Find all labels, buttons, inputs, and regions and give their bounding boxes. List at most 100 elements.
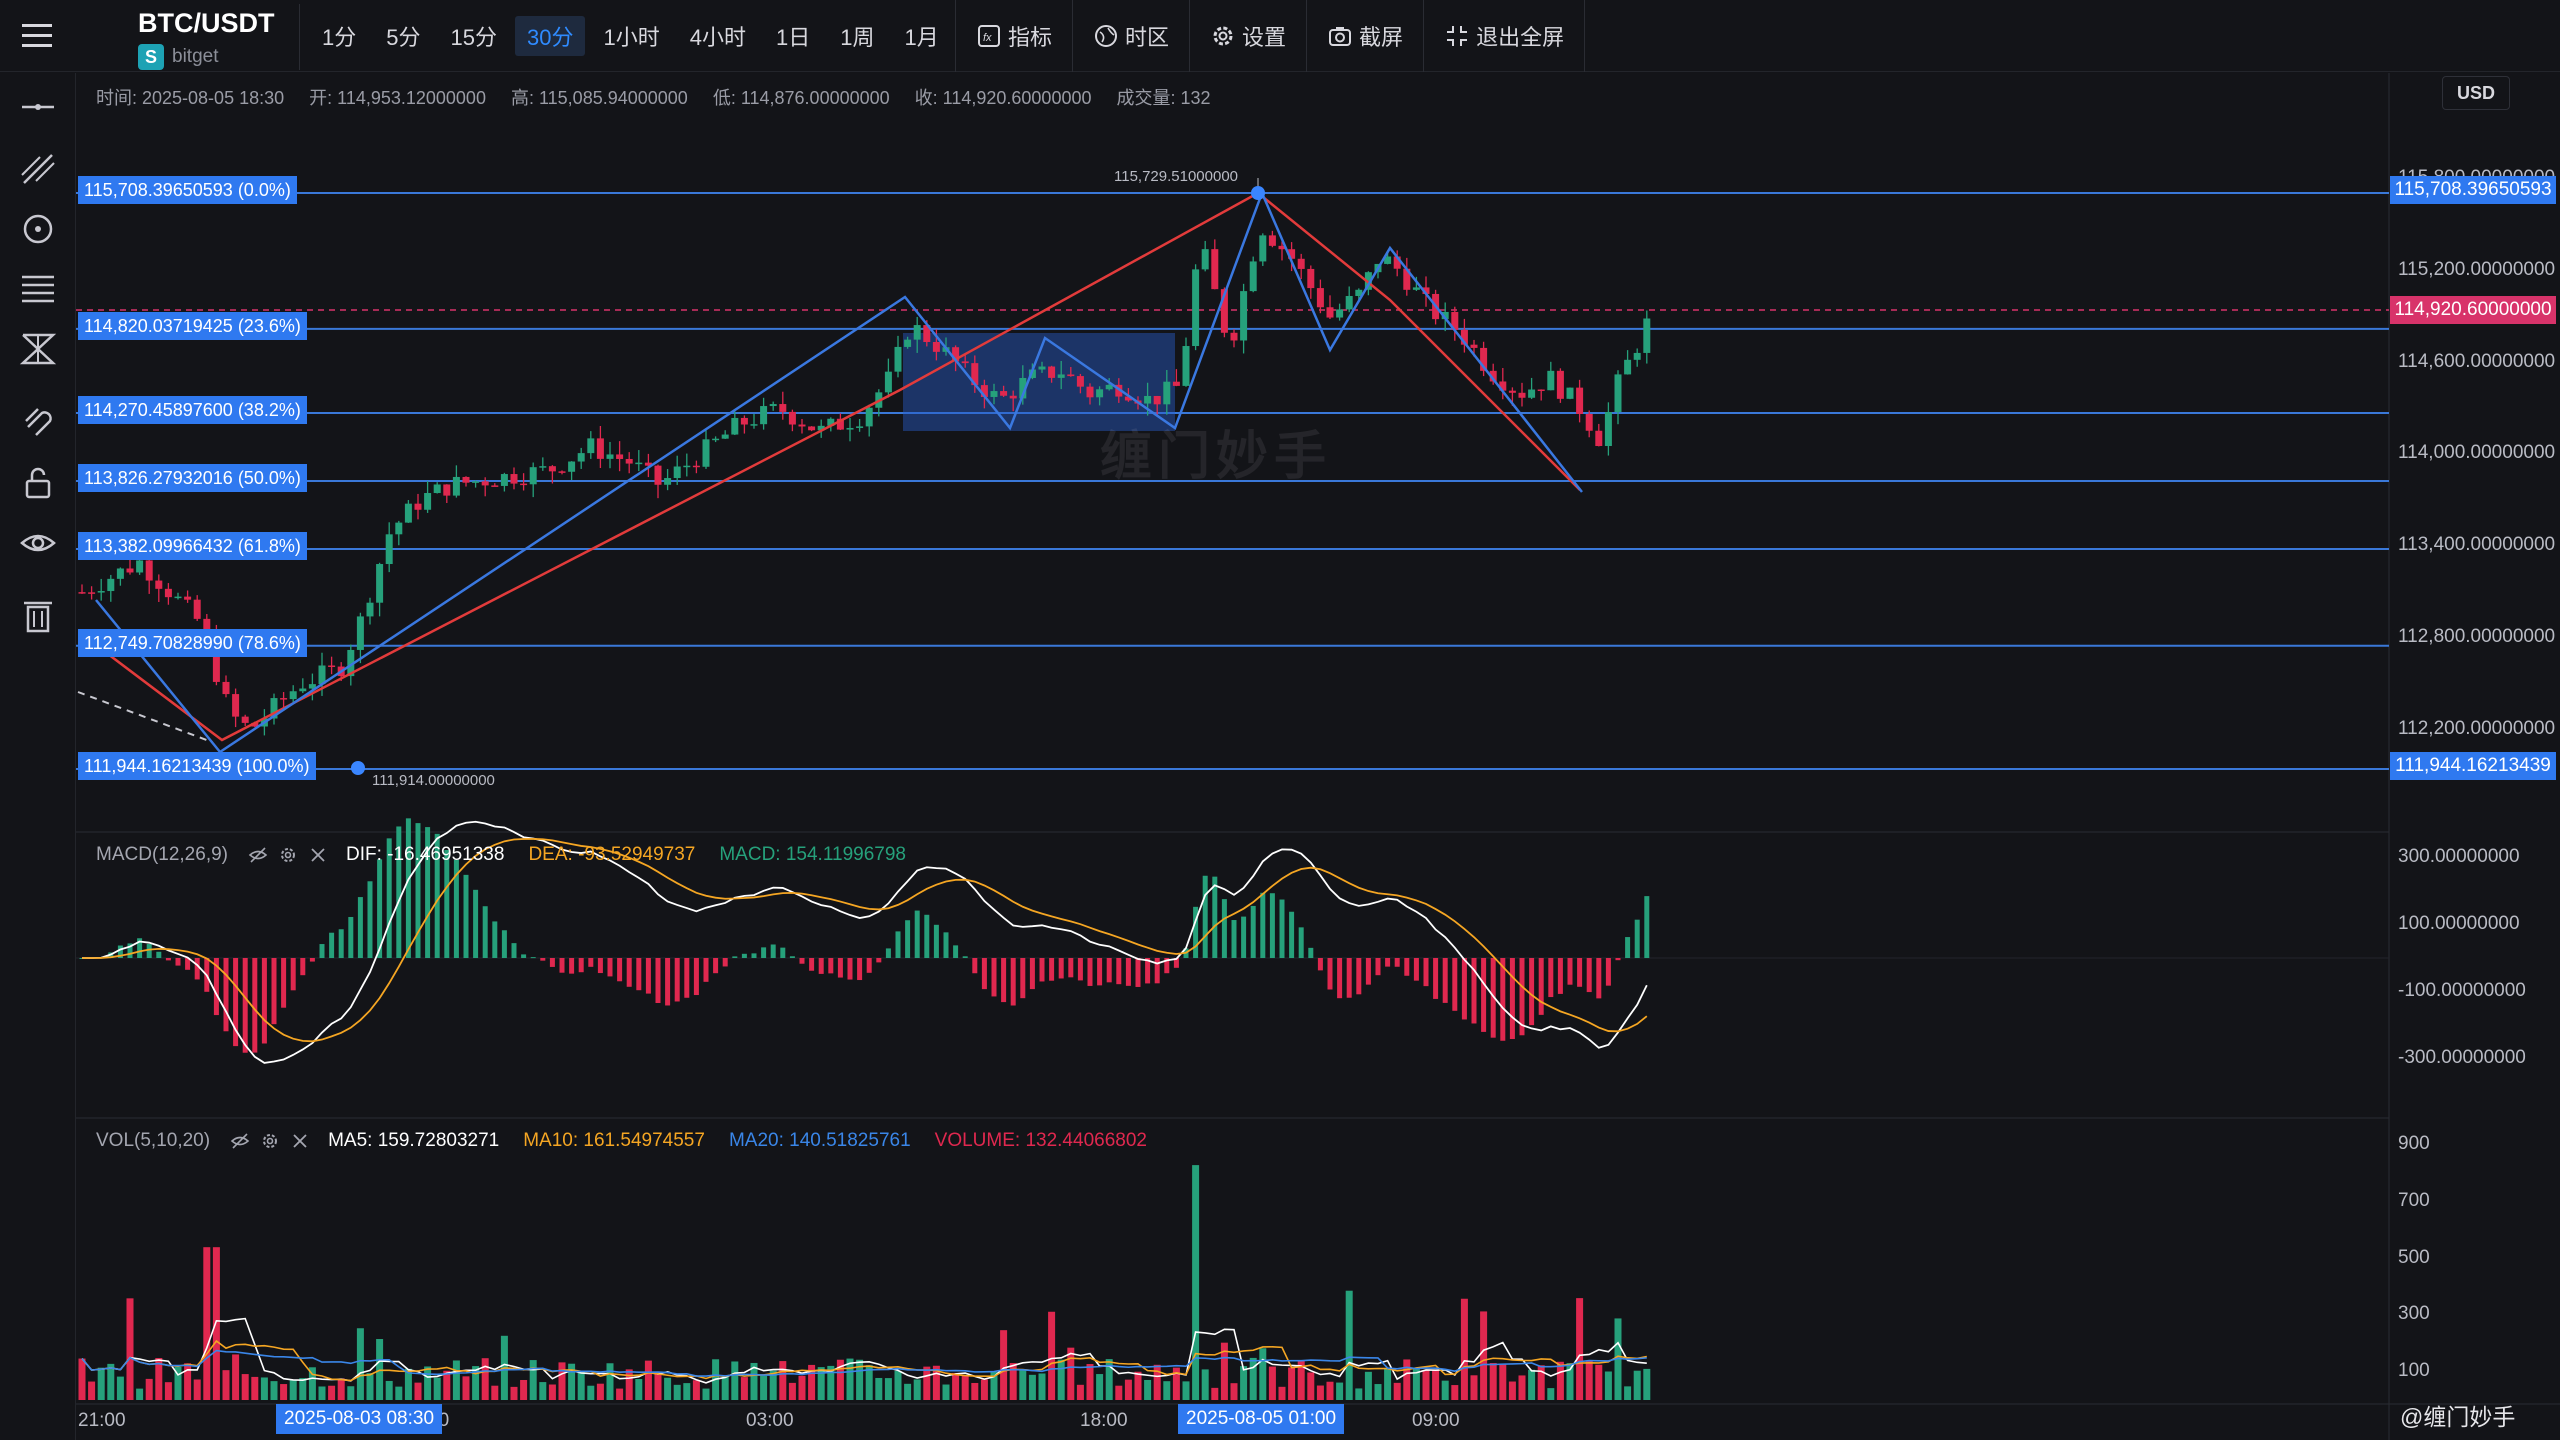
macd-histogram-bar (1020, 958, 1026, 999)
lock-icon[interactable] (18, 463, 58, 503)
candle-body (270, 698, 278, 719)
hide-icon[interactable] (230, 1131, 250, 1151)
hide-icon[interactable] (248, 845, 268, 865)
volume-bar (1518, 1375, 1526, 1400)
macd-histogram-bar (444, 850, 450, 958)
volume-bar (596, 1383, 604, 1400)
interval-0[interactable]: 1分 (322, 25, 357, 50)
horizontal-line-icon[interactable] (18, 87, 58, 127)
price-tag-current: 114,920.60000000 (2390, 296, 2556, 324)
volume-bar (88, 1381, 96, 1400)
menu-icon[interactable] (18, 18, 58, 54)
tool-label: 指标 (1008, 25, 1053, 50)
tool-camera-button[interactable]: 截屏 (1306, 0, 1423, 72)
magnet-icon[interactable] (18, 399, 58, 439)
candle-body (1230, 332, 1238, 341)
trend-line-icon[interactable] (18, 149, 58, 189)
close-icon[interactable] (290, 1131, 310, 1151)
candle-body (817, 425, 825, 431)
macd-histogram-bar (281, 958, 287, 1008)
interval-7[interactable]: 1周 (840, 25, 875, 50)
volume-bar (1220, 1342, 1228, 1400)
macd-histogram-bar (137, 938, 143, 958)
eye-icon[interactable] (18, 523, 58, 563)
exchange-name: bitget (172, 46, 219, 67)
gear-icon[interactable] (260, 1131, 280, 1151)
macd-histogram-bar (1529, 958, 1535, 1026)
candle-body (299, 688, 307, 692)
fibonacci-icon[interactable] (18, 269, 58, 309)
tool-timezone-button[interactable]: 时区 (1072, 0, 1189, 72)
volume-bar (539, 1382, 547, 1400)
tool-settings-button[interactable]: 设置 (1189, 0, 1306, 72)
macd-histogram-bar (1087, 958, 1093, 986)
volume-bar (1019, 1369, 1027, 1400)
volume-bar (414, 1382, 422, 1400)
interval-5[interactable]: 4小时 (689, 25, 746, 50)
symbol-selector[interactable]: BTC/USDT S bitget (120, 4, 300, 70)
macd-histogram-bar (463, 874, 469, 958)
fib-level-label[interactable]: 112,749.70828990 (78.6%) (78, 628, 307, 657)
fib-level-label[interactable]: 111,944.16213439 (100.0%) (78, 752, 316, 780)
interval-2[interactable]: 15分 (450, 25, 497, 50)
fib-level-label[interactable]: 114,270.45897600 (38.2%) (78, 396, 307, 425)
interval-3[interactable]: 30分 (514, 16, 586, 56)
candle-body (452, 476, 460, 496)
macd-histogram-bar (780, 947, 786, 958)
macd-histogram-bar (1404, 958, 1410, 976)
circle-tool-icon[interactable] (18, 209, 58, 249)
ohlc-high: 高: 115,085.94000000 (510, 88, 688, 108)
gear-icon[interactable] (278, 845, 298, 865)
candle-body (1393, 256, 1401, 269)
volume-bar (990, 1371, 998, 1400)
macd-histogram-bar (885, 948, 891, 958)
interval-8[interactable]: 1月 (904, 25, 939, 50)
brand-watermark: @缠门妙手 (2400, 1404, 2516, 1430)
fib-level-label[interactable]: 113,382.09966432 (61.8%) (78, 531, 307, 560)
pattern-tool-icon[interactable] (18, 329, 58, 369)
currency-button[interactable]: USD (2442, 76, 2510, 110)
candle-body (395, 522, 403, 535)
macd-histogram-bar (1049, 958, 1055, 981)
volume-bar (1624, 1386, 1632, 1400)
candle-body (1211, 249, 1219, 290)
ohlc-low: 低: 114,876.00000000 (712, 88, 890, 108)
macd-histogram-bar (1567, 958, 1573, 985)
fib-level-label[interactable]: 113,826.27932016 (50.0%) (78, 464, 307, 492)
volume-bar (232, 1354, 240, 1400)
tool-indicator-button[interactable]: fx 指标 (955, 0, 1072, 72)
macd-histogram-bar (492, 921, 498, 958)
volume-bar (980, 1379, 988, 1400)
macd-histogram-bar (713, 958, 719, 974)
volume-bar (1211, 1387, 1219, 1400)
price-axis-label: 113,400.00000000 (2398, 534, 2556, 556)
macd-histogram-bar (809, 958, 815, 971)
interval-4[interactable]: 1小时 (603, 25, 660, 50)
candle-body (596, 438, 604, 459)
volume-bar (1604, 1371, 1612, 1400)
volume-bar (222, 1370, 230, 1400)
candle-body (1288, 249, 1296, 259)
volume-bar (1028, 1374, 1036, 1400)
interval-1[interactable]: 5分 (386, 25, 421, 50)
fib-level-label[interactable]: 114,820.03719425 (23.6%) (78, 311, 307, 340)
macd-histogram-bar (1634, 919, 1640, 958)
tool-exit-fullscreen-button[interactable]: 退出全屏 (1423, 0, 1586, 72)
interval-6[interactable]: 1日 (775, 25, 811, 50)
vol-axis-label: 900 (2398, 1133, 2430, 1155)
macd-histogram-bar (1241, 916, 1247, 958)
fib-level-label[interactable]: 115,708.39650593 (0.0%) (78, 176, 297, 204)
macd-histogram-bar (1577, 958, 1583, 987)
candle-body (827, 418, 835, 426)
candle-body (798, 424, 806, 427)
macd-histogram-bar (645, 958, 651, 994)
candle-body (616, 454, 624, 459)
candle-body (136, 560, 144, 573)
macd-histogram-bar (933, 924, 939, 958)
trash-icon[interactable] (18, 595, 58, 635)
candle-body (1268, 235, 1276, 246)
watermark: 缠门妙手 (1100, 428, 1333, 486)
close-icon[interactable] (308, 845, 328, 865)
volume-bar (280, 1384, 288, 1400)
